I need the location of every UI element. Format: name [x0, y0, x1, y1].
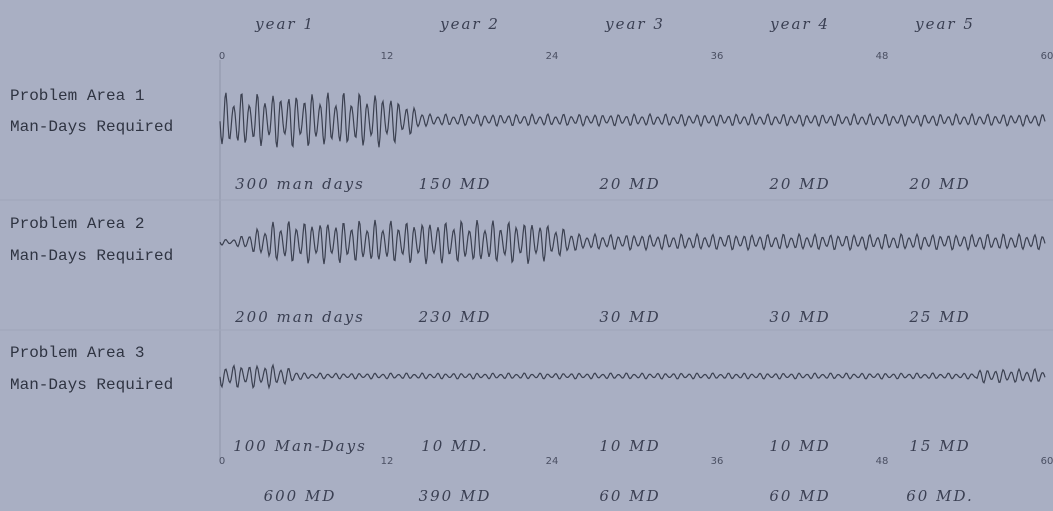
- effort-note: 20 MD: [768, 175, 830, 193]
- year-total: 60 MD: [599, 487, 660, 505]
- month-tick: 60: [1041, 456, 1053, 467]
- month-tick: 36: [711, 51, 724, 62]
- effort-note: 10 MD: [769, 437, 830, 455]
- month-tick: 12: [381, 456, 394, 467]
- month-tick: 48: [876, 51, 889, 62]
- month-tick: 24: [546, 456, 559, 467]
- effort-note: 30 MD: [769, 308, 830, 326]
- month-tick: 24: [546, 51, 559, 62]
- row-sublabel: Man-Days Required: [10, 376, 173, 394]
- effort-note: 100 Man-Days: [233, 437, 367, 455]
- year-label: year 5: [914, 15, 975, 33]
- effort-note: 200 man days: [234, 308, 365, 326]
- effort-note: 15 MD: [909, 437, 970, 455]
- month-tick: 36: [711, 456, 724, 467]
- year-total: 60 MD.: [906, 487, 973, 505]
- effort-note: 300 man days: [235, 175, 365, 193]
- year-label: year 4: [769, 15, 830, 33]
- row-label: Problem Area 3: [10, 344, 144, 362]
- row-sublabel: Man-Days Required: [10, 247, 173, 265]
- month-tick: 0: [219, 456, 225, 467]
- document-page: year 1 year 2 year 3 year 4 year 5 0 12 24 36 48 6…: [0, 0, 1053, 511]
- effort-note: 20 MD: [598, 175, 660, 193]
- row-label: Problem Area 2: [10, 215, 144, 233]
- row-label: Problem Area 1: [10, 87, 144, 105]
- row-sublabel: Man-Days Required: [10, 118, 173, 136]
- effort-note: 10 MD.: [421, 437, 488, 455]
- month-tick: 0: [219, 51, 225, 62]
- year-label: year 1: [254, 15, 315, 33]
- month-tick: 60: [1041, 51, 1053, 62]
- effort-note: 30 MD: [599, 308, 660, 326]
- year-total: 600 MD: [264, 487, 337, 505]
- month-tick: 48: [876, 456, 889, 467]
- year-label: year 3: [604, 15, 665, 33]
- effort-note: 25 MD: [908, 308, 970, 326]
- year-total: 60 MD: [769, 487, 830, 505]
- effort-note: 230 MD: [418, 308, 492, 326]
- effort-note: 20 MD: [908, 175, 970, 193]
- year-label: year 2: [439, 15, 500, 33]
- effort-note: 150 MD: [419, 175, 492, 193]
- month-tick: 12: [381, 51, 394, 62]
- year-total: 390 MD: [419, 487, 492, 505]
- effort-note: 10 MD: [599, 437, 660, 455]
